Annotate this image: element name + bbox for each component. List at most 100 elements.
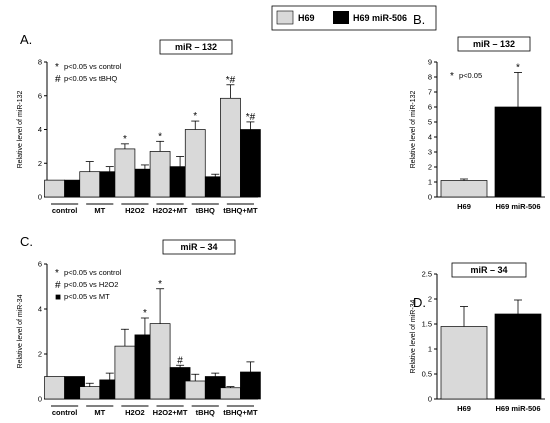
chart-title: miR – 132 <box>473 39 515 49</box>
y-tick-label: 6 <box>428 103 432 112</box>
note-marker: # <box>55 74 61 85</box>
x-category-label: tBHQ <box>196 206 215 215</box>
chart-panel-d: D. miR – 34 0 0.5 1 1.5 2 2.5 Relative level of … <box>410 262 545 413</box>
x-category-label: H69 miR-506 <box>495 404 540 413</box>
bar-h69 <box>149 323 171 400</box>
panel-letter: B. <box>413 12 425 27</box>
bar-h69 <box>184 129 206 198</box>
note-text: p<0.05 <box>459 71 482 80</box>
chart-panel-c: C. miR – 34 0 2 4 6 Relative level of miR-34 co… <box>17 234 261 417</box>
chart-title-box <box>457 36 531 52</box>
x-category-label: H69 <box>457 404 471 413</box>
bar-h69 <box>79 171 101 198</box>
bar-h69 <box>220 97 241 198</box>
y-tick-label: 7 <box>428 88 432 97</box>
significance-marker: * <box>193 111 197 122</box>
y-tick-label: 2 <box>38 159 42 168</box>
y-tick-label: 0.5 <box>422 370 432 379</box>
bar-h69-mir506 <box>240 129 261 198</box>
note-marker: * <box>450 71 454 82</box>
bar-h69-mir506 <box>240 371 261 400</box>
chart-title-box <box>451 262 527 278</box>
y-axis-title: Relative level of miR-34 <box>410 299 417 373</box>
bar-h69 <box>114 148 136 198</box>
x-category-label: H69 miR-506 <box>495 202 540 211</box>
chart-panel-a: A. miR – 132 0 2 4 6 8 Relative level of miR-13… <box>17 32 261 215</box>
y-tick-label: 0 <box>428 193 432 202</box>
y-tick-label: 0 <box>428 395 432 404</box>
panel-letter: C. <box>20 234 33 249</box>
y-tick-label: 8 <box>428 73 432 82</box>
bar-h69 <box>184 380 206 400</box>
legend-swatch-h69 <box>276 10 294 25</box>
bar-h69 <box>440 326 488 400</box>
x-category-label: MT <box>94 206 105 215</box>
significance-marker: *# <box>226 75 236 86</box>
x-category-label: control <box>52 408 77 417</box>
bar-h69-mir506 <box>494 106 542 198</box>
bar-h69 <box>149 151 171 198</box>
y-tick-label: 6 <box>38 260 42 269</box>
bar-h69 <box>220 387 241 400</box>
legend: H69 H69 miR-506 <box>271 5 437 31</box>
y-axis-title: Relative level of miR-132 <box>17 90 24 168</box>
bar-h69 <box>79 386 101 400</box>
significance-marker: * <box>158 131 162 142</box>
legend-label-h69: H69 <box>298 13 315 23</box>
note-text: p<0.05 vs control <box>64 62 122 71</box>
x-category-label: tBHQ <box>196 408 215 417</box>
x-category-label: H2O2 <box>125 408 145 417</box>
bar-h69 <box>114 345 136 400</box>
y-tick-label: 1 <box>428 178 432 187</box>
bar-h69 <box>44 179 65 198</box>
legend-swatch-h69-mir506 <box>333 11 349 24</box>
significance-marker: # <box>177 355 183 366</box>
x-category-label: MT <box>94 408 105 417</box>
significance-marker: *# <box>246 112 256 123</box>
note-marker: # <box>55 280 61 291</box>
x-category-label: H2O2 <box>125 206 145 215</box>
chart-title: miR – 132 <box>175 42 217 52</box>
x-category-label: tBHQ+MT <box>223 408 258 417</box>
y-tick-label: 1 <box>428 345 432 354</box>
chart-title: miR – 34 <box>470 265 507 275</box>
note-marker: * <box>55 62 59 73</box>
y-tick-label: 2 <box>428 295 432 304</box>
note-text: p<0.05 vs tBHQ <box>64 74 117 83</box>
y-tick-label: 0 <box>38 395 42 404</box>
note-marker: ■ <box>55 292 61 303</box>
significance-marker: * <box>123 134 127 145</box>
note-text: p<0.05 vs MT <box>64 292 110 301</box>
y-tick-label: 4 <box>38 125 42 134</box>
y-tick-label: 2 <box>38 350 42 359</box>
legend-box <box>271 5 437 31</box>
y-tick-label: 2.5 <box>422 270 432 279</box>
x-category-label: control <box>52 206 77 215</box>
panel-letter: A. <box>20 32 32 47</box>
chart-title-box <box>159 39 233 55</box>
significance-marker: * <box>158 279 162 290</box>
chart-panel-b: B. miR – 132 0 1 2 3 4 5 6 7 8 9 Relative level of m… <box>410 12 545 211</box>
x-category-label: H69 <box>457 202 471 211</box>
y-tick-label: 9 <box>428 58 432 67</box>
y-tick-label: 4 <box>428 133 432 142</box>
y-tick-label: 1.5 <box>422 320 432 329</box>
y-tick-label: 4 <box>38 305 42 314</box>
note-text: p<0.05 vs H2O2 <box>64 280 118 289</box>
y-tick-label: 3 <box>428 148 432 157</box>
legend-label-h69-mir506: H69 miR-506 <box>353 13 407 23</box>
y-axis-title: Relative level of miR-132 <box>410 90 417 168</box>
chart-title: miR – 34 <box>180 242 217 252</box>
y-tick-label: 6 <box>38 91 42 100</box>
y-tick-label: 0 <box>38 193 42 202</box>
significance-marker: * <box>516 63 520 74</box>
x-category-label: H2O2+MT <box>153 408 188 417</box>
note-text: p<0.05 vs control <box>64 268 122 277</box>
panel-letter: D. <box>413 295 426 310</box>
y-axis-title: Relative level of miR-34 <box>17 294 24 368</box>
x-category-label: tBHQ+MT <box>223 206 258 215</box>
y-tick-label: 5 <box>428 118 432 127</box>
y-tick-label: 8 <box>38 58 42 67</box>
bar-h69-mir506 <box>494 313 542 400</box>
